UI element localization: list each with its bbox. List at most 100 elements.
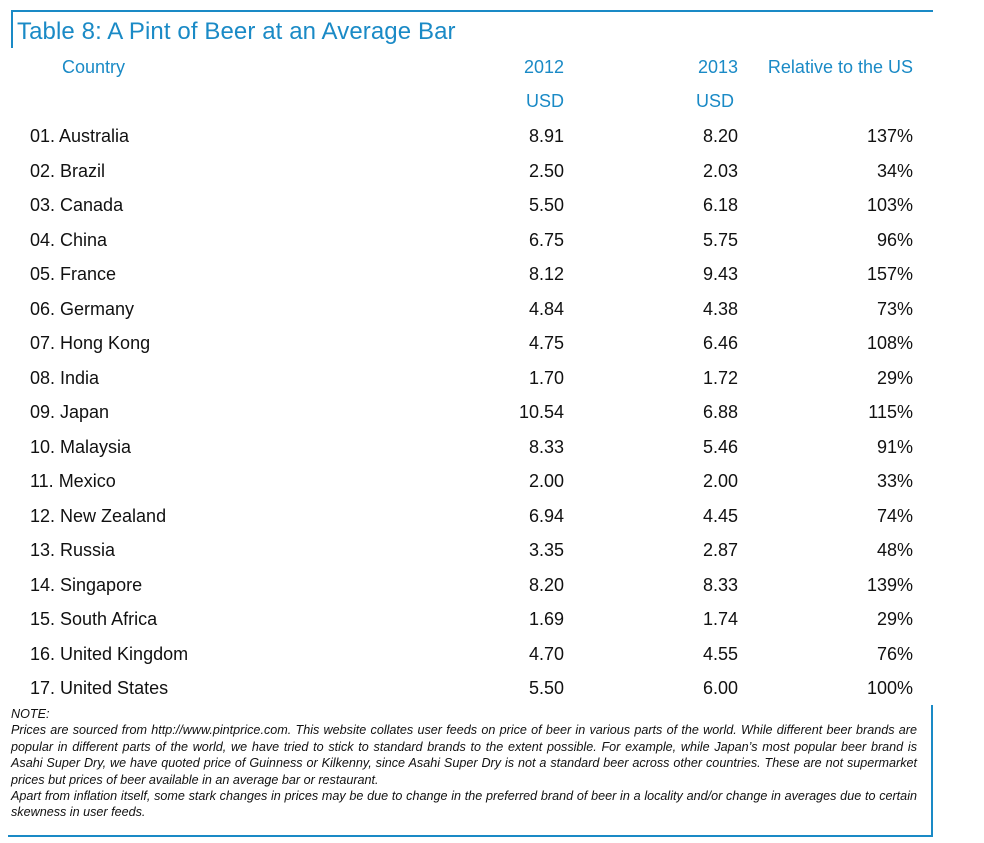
table-row: 09. Japan 10.54 6.88 115% <box>0 396 984 431</box>
column-header-country: Country <box>62 57 126 77</box>
relative-cell: 29% <box>876 367 913 388</box>
table-row: 01. Australia 8.91 8.20 137% <box>0 120 984 155</box>
note-block: NOTE: Prices are sourced from http://www… <box>11 706 917 821</box>
price-2013-cell: 6.18 <box>702 195 738 215</box>
relative-cell: 157% <box>866 264 913 284</box>
column-header-2012: 2012 <box>523 57 564 77</box>
top-border-rule <box>11 10 933 12</box>
relative-cell: 34% <box>876 160 913 181</box>
table-row: 07. Hong Kong 4.75 6.46 108% <box>0 327 984 362</box>
left-border-rule <box>11 10 13 48</box>
table-row: 06. Germany 4.84 4.38 73% <box>0 293 984 328</box>
price-2012-cell: 4.84 <box>528 298 564 319</box>
relative-cell: 73% <box>876 298 913 319</box>
country-cell: 04. China <box>30 229 108 250</box>
table-row: 17. United States 5.50 6.00 100% <box>0 672 984 707</box>
table-row: 03. Canada 5.50 6.18 103% <box>0 189 984 224</box>
relative-cell: 115% <box>868 402 913 422</box>
table-row: 04. China 6.75 5.75 96% <box>0 224 984 259</box>
relative-cell: 91% <box>876 436 913 457</box>
price-2012-cell: 1.69 <box>528 609 564 629</box>
table-row: 12. New Zealand 6.94 4.45 74% <box>0 500 984 535</box>
note-label: NOTE: <box>11 707 50 721</box>
relative-cell: 29% <box>876 609 913 629</box>
price-2012-cell: 5.50 <box>528 678 564 698</box>
relative-cell: 137% <box>866 126 913 146</box>
country-cell: 06. Germany <box>30 298 135 319</box>
country-cell: 15. South Africa <box>30 609 158 629</box>
table-row: 08. India 1.70 1.72 29% <box>0 362 984 397</box>
table-row: 14. Singapore 8.20 8.33 139% <box>0 569 984 604</box>
country-cell: 12. New Zealand <box>30 505 167 526</box>
relative-cell: 108% <box>866 333 913 353</box>
right-border-rule <box>931 705 933 837</box>
country-cell: 16. United Kingdom <box>30 643 189 664</box>
table-title: Table 8: A Pint of Beer at an Average Ba… <box>17 18 456 45</box>
note-paragraph-1: Prices are sourced from http://www.pintp… <box>11 723 917 787</box>
price-2012-cell: 4.75 <box>528 333 564 353</box>
price-2012-cell: 6.94 <box>528 505 564 526</box>
relative-cell: 33% <box>876 471 913 491</box>
relative-cell: 139% <box>866 574 913 595</box>
table-row: 13. Russia 3.35 2.87 48% <box>0 534 984 569</box>
price-2013-cell: 4.38 <box>702 298 738 319</box>
relative-cell: 76% <box>876 643 913 664</box>
price-2012-cell: 2.50 <box>528 160 564 181</box>
relative-cell: 48% <box>876 540 913 560</box>
relative-cell: 100% <box>866 678 913 698</box>
price-2013-cell: 9.43 <box>702 264 738 284</box>
country-cell: 14. Singapore <box>30 574 143 595</box>
table-row: 02. Brazil 2.50 2.03 34% <box>0 155 984 190</box>
price-2012-cell: 6.75 <box>528 229 564 250</box>
price-2012-cell: 2.00 <box>528 471 564 491</box>
price-2012-cell: 5.50 <box>528 195 564 215</box>
price-2013-cell: 6.00 <box>702 678 738 698</box>
table-row: 05. France 8.12 9.43 157% <box>0 258 984 293</box>
table-row: 16. United Kingdom 4.70 4.55 76% <box>0 638 984 673</box>
country-cell: 17. United States <box>30 678 169 698</box>
table-row: 11. Mexico 2.00 2.00 33% <box>0 465 984 500</box>
country-cell: 01. Australia <box>30 126 130 146</box>
table-body: 01. Australia 8.91 8.20 137% 02. Brazil 2.50 2… <box>0 120 984 707</box>
price-2012-cell: 8.20 <box>528 574 564 595</box>
price-2013-cell: 8.33 <box>702 574 738 595</box>
country-cell: 10. Malaysia <box>30 436 132 457</box>
column-header-2013: 2013 <box>697 57 738 77</box>
column-header-relative: Relative to the US <box>767 57 913 77</box>
note-paragraph-2: Apart from inflation itself, some stark … <box>11 789 917 820</box>
relative-cell: 103% <box>866 195 913 215</box>
price-2012-cell: 10.54 <box>518 402 564 422</box>
price-2013-cell: 8.20 <box>702 126 738 146</box>
price-2012-cell: 8.12 <box>528 264 564 284</box>
country-cell: 03. Canada <box>30 195 124 215</box>
country-cell: 07. Hong Kong <box>30 333 151 353</box>
price-2013-cell: 2.00 <box>702 471 738 491</box>
country-cell: 09. Japan <box>30 402 110 422</box>
column-unit-2013: USD <box>696 91 735 111</box>
price-2013-cell: 2.03 <box>702 160 738 181</box>
country-cell: 08. India <box>30 367 100 388</box>
country-cell: 02. Brazil <box>30 160 106 181</box>
price-2012-cell: 1.70 <box>528 367 564 388</box>
price-2013-cell: 2.87 <box>702 540 738 560</box>
bottom-border-rule <box>8 835 933 837</box>
relative-cell: 96% <box>876 229 913 250</box>
table-row: 15. South Africa 1.69 1.74 29% <box>0 603 984 638</box>
column-unit-2012: USD <box>525 91 564 111</box>
price-2013-cell: 1.74 <box>702 609 738 629</box>
table-row: 10. Malaysia 8.33 5.46 91% <box>0 431 984 466</box>
price-2013-cell: 1.72 <box>702 367 738 388</box>
price-2013-cell: 6.46 <box>702 333 738 353</box>
price-2013-cell: 5.75 <box>702 229 738 250</box>
price-2013-cell: 5.46 <box>702 436 738 457</box>
price-2013-cell: 4.55 <box>702 643 738 664</box>
price-2012-cell: 8.33 <box>528 436 564 457</box>
price-2012-cell: 4.70 <box>528 643 564 664</box>
country-cell: 13. Russia <box>30 540 116 560</box>
price-2013-cell: 6.88 <box>702 402 738 422</box>
relative-cell: 74% <box>876 505 913 526</box>
price-2013-cell: 4.45 <box>702 505 738 526</box>
price-2012-cell: 3.35 <box>528 540 564 560</box>
price-2012-cell: 8.91 <box>528 126 564 146</box>
country-cell: 05. France <box>30 264 117 284</box>
